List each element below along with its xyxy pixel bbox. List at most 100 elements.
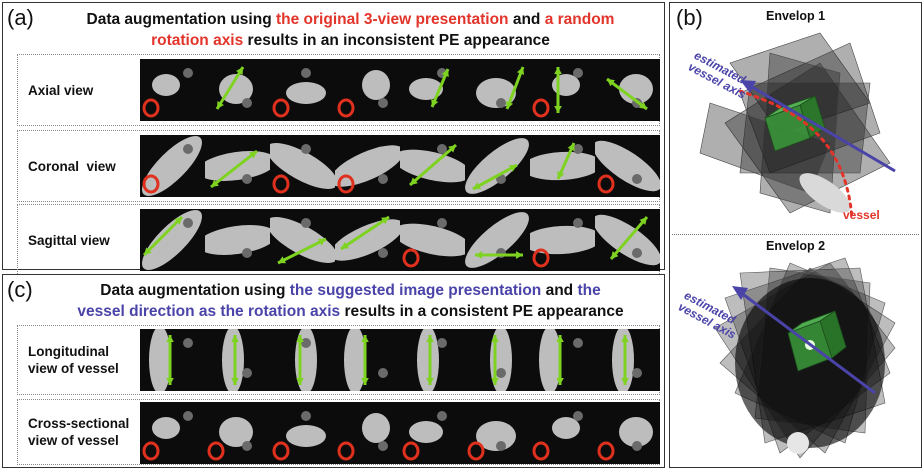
- orientation-marker: [402, 441, 420, 461]
- tissue-detail: [573, 144, 583, 154]
- vessel-tissue: [476, 78, 516, 108]
- vessel-centerline: [738, 89, 854, 220]
- image-strip: [140, 135, 660, 197]
- arrow-head: [410, 177, 418, 185]
- vessel-tissue: [152, 417, 180, 439]
- panel-a-title-text: and: [508, 11, 545, 28]
- vessel-tissue: [270, 217, 335, 263]
- panel-b-label: (b): [676, 5, 703, 30]
- longitudinal-row: Longitudinal view of vessel: [17, 325, 660, 395]
- row-label-line: Cross-sectional: [28, 416, 130, 431]
- arrow-head: [621, 335, 629, 343]
- orientation-marker: [597, 441, 615, 461]
- ct-thumbnail: [140, 329, 205, 391]
- arrow-head: [144, 247, 152, 255]
- panel-b-divider: [672, 234, 919, 235]
- vessel-tissue: [530, 225, 595, 255]
- ct-thumbnail: [530, 209, 595, 271]
- row-label-longitudinal: Longitudinal view of vessel: [28, 343, 119, 377]
- ct-thumbnail: [140, 209, 205, 271]
- arrow-head: [231, 335, 239, 343]
- arrow-head: [361, 377, 369, 385]
- tissue-detail: [378, 248, 388, 258]
- orientation-marker: [532, 441, 550, 461]
- image-strip: [140, 59, 660, 121]
- axial-row: Axial view: [17, 54, 660, 126]
- ct-thumbnail: [335, 135, 400, 197]
- arrow-head: [505, 101, 514, 109]
- envelope-1-title: Envelop 1: [766, 9, 826, 23]
- estimated-vessel-axis-arrow: [740, 80, 896, 173]
- vessel-label: vessel: [843, 208, 880, 222]
- tissue-detail: [573, 411, 583, 421]
- panel-a-title-highlight: rotation axis: [151, 32, 244, 49]
- ct-thumbnail: [400, 59, 465, 121]
- panel-a-title-text: Data augmentation using: [86, 11, 276, 28]
- row-label-line: view of vessel: [28, 433, 119, 448]
- vessel-tissue: [344, 329, 366, 391]
- coronal-row: Coronal view: [17, 130, 660, 202]
- ct-thumbnail: [270, 59, 335, 121]
- vessel-cross-section: [787, 432, 809, 454]
- row-label-axial: Axial view: [28, 83, 94, 98]
- ct-thumbnail: [465, 135, 530, 197]
- orientation-marker: [337, 98, 355, 118]
- ct-thumbnail: [335, 59, 400, 121]
- vessel-tissue: [142, 136, 202, 196]
- envelope-1-render: [699, 32, 896, 220]
- envelope-2-title: Envelop 2: [766, 239, 826, 253]
- arrow-head: [621, 377, 629, 385]
- direction-arrow: [409, 143, 457, 187]
- arrow-head: [441, 69, 449, 77]
- ct-thumbnail: [465, 329, 530, 391]
- tissue-detail: [632, 441, 642, 451]
- orientation-marker: [142, 174, 160, 194]
- direction-arrow: [210, 149, 258, 189]
- ct-thumbnail: [205, 209, 270, 271]
- tissue-detail: [378, 174, 388, 184]
- arrow-head: [491, 377, 499, 385]
- panel-a-title-highlight: a random: [544, 11, 615, 28]
- ct-thumbnail: [465, 402, 530, 464]
- arrow-head: [556, 377, 564, 385]
- image-strip: [140, 209, 660, 271]
- ct-thumbnail: [335, 329, 400, 391]
- tissue-detail: [242, 98, 252, 108]
- direction-arrow: [606, 77, 648, 111]
- tissue-detail: [242, 248, 252, 258]
- arrow-head: [509, 164, 517, 172]
- tissue-detail: [573, 338, 583, 348]
- arrow-head: [448, 145, 456, 153]
- panel-a: (a) Data augmentation using the original…: [2, 2, 665, 276]
- arrow-head: [278, 256, 286, 264]
- tissue-detail: [496, 368, 506, 378]
- tissue-detail: [496, 441, 506, 451]
- vessel-tissue: [539, 329, 561, 391]
- ct-thumbnail: [595, 209, 660, 271]
- cross-section-row: Cross-sectional view of vessel: [17, 399, 660, 465]
- ct-thumbnail: [335, 402, 400, 464]
- tissue-detail: [437, 338, 447, 348]
- arrow-head: [426, 377, 434, 385]
- tissue-detail: [183, 144, 193, 154]
- orientation-marker: [272, 174, 290, 194]
- vessel-tissue: [286, 82, 326, 104]
- panel-c-title-highlight: the suggested image presentation: [289, 282, 542, 299]
- vessel-tissue: [219, 417, 253, 447]
- orientation-marker: [337, 441, 355, 461]
- arrow-head: [554, 67, 562, 75]
- panel-b: (b) Envelop 1 estimated vessel axis vess…: [669, 2, 922, 468]
- panel-a-title-text: results in an inconsistent PE appearance: [243, 32, 550, 49]
- ct-thumbnail: [140, 402, 205, 464]
- arrow-head: [557, 171, 565, 179]
- ct-thumbnail: [595, 402, 660, 464]
- tissue-detail: [437, 218, 447, 228]
- vessel-tissue: [362, 70, 390, 100]
- vessel-tissue: [465, 212, 529, 268]
- arrow-head: [491, 335, 499, 343]
- vessel-tissue: [152, 74, 180, 96]
- tissue-detail: [183, 338, 193, 348]
- vessel-tissue: [400, 223, 465, 257]
- ct-thumbnail: [400, 209, 465, 271]
- estimated-vessel-axis-arrow: [732, 286, 876, 395]
